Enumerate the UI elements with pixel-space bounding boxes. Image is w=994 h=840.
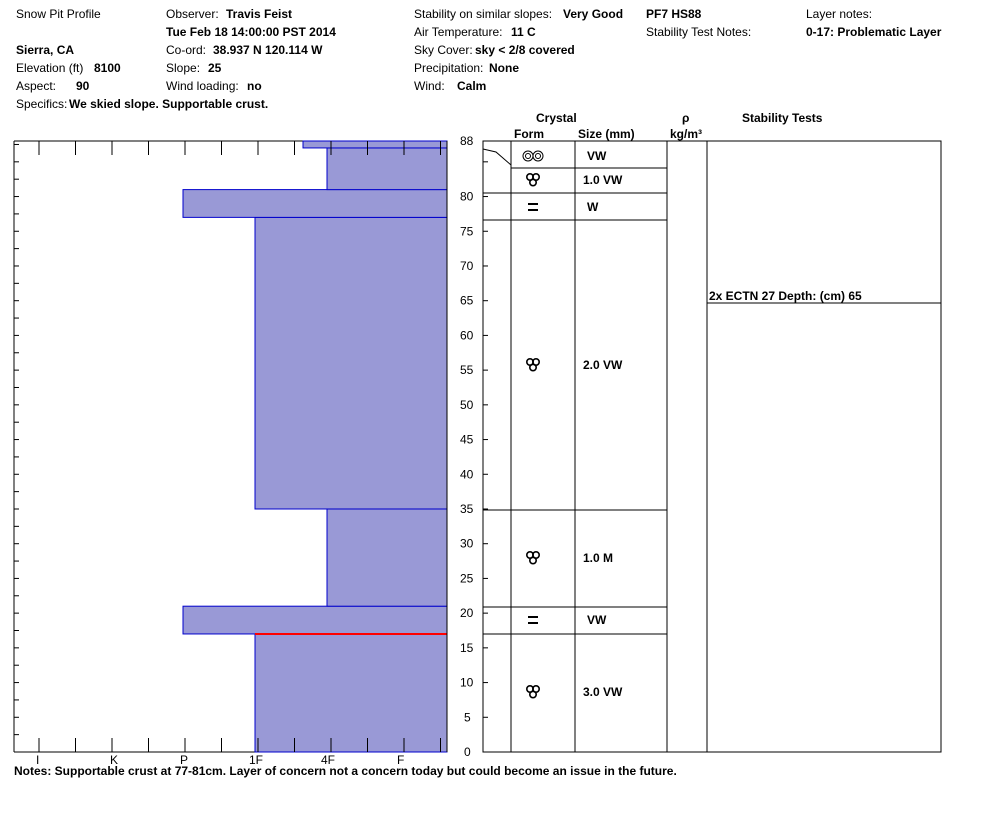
coord-value: 38.937 N 120.114 W (213, 43, 323, 57)
notes: Notes: Supportable crust at 77-81cm. Lay… (14, 764, 677, 778)
rounded-grains-icon (525, 173, 540, 187)
layer-size-label: 1.0 M (583, 551, 613, 565)
depth-tick-label: 45 (460, 433, 474, 447)
depth-tick-label: 60 (460, 328, 474, 342)
depth-tick-label: 88 (460, 134, 474, 148)
hardness-bar (254, 633, 448, 753)
slope-label: Slope: (166, 61, 201, 75)
wind-value: Calm (457, 79, 487, 93)
depth-tick-label: 25 (460, 571, 474, 585)
hardness-bar (182, 605, 448, 635)
melt-freeze-crust-icon (528, 616, 538, 624)
slope-value: 25 (208, 61, 222, 75)
wind-loading-label: Wind loading: (166, 79, 239, 93)
melt-freeze-crust-icon (528, 203, 538, 211)
hardness-label-P: P (180, 753, 188, 767)
precipitation-label: Precipitation: (414, 61, 484, 75)
depth-tick-label: 70 (460, 259, 474, 273)
hardness-bar (326, 508, 448, 607)
layer-notes-value: 0-17: Problematic Layer (806, 25, 942, 39)
rounded-grains-icon (525, 550, 540, 565)
new-snow-icon (522, 150, 544, 162)
aspect-label: Aspect: (16, 79, 57, 93)
observer-value: Travis Feist (226, 7, 293, 21)
depth-tick-label: 35 (460, 502, 474, 516)
hardness-label-1F: 1F (249, 753, 263, 767)
depth-tick-label: 20 (460, 606, 474, 620)
depth-tick-label: 30 (460, 537, 474, 551)
layer-size-label: VW (587, 149, 607, 163)
hardness-bar (254, 216, 448, 510)
hardness-label-4F: 4F (321, 753, 335, 767)
crystal-header: Crystal (536, 111, 577, 125)
depth-tick-label: 5 (464, 710, 471, 724)
stability-notes-label: Stability Test Notes: (646, 25, 752, 39)
depth-tick-label: 0 (464, 745, 471, 759)
layer-connector (482, 148, 512, 166)
hardness-label-F: F (397, 753, 404, 767)
air-temp-label: Air Temperature: (414, 25, 503, 39)
aspect-value: 90 (76, 79, 90, 93)
depth-tick-label: 10 (460, 676, 474, 690)
layer-size-label: W (587, 200, 599, 214)
hardness-bar (302, 140, 448, 149)
layer-size-label: 3.0 VW (583, 685, 623, 699)
rounded-grains-icon (525, 357, 540, 372)
layer-notes-label: Layer notes: (806, 7, 873, 21)
elevation-value: 8100 (94, 61, 121, 75)
depth-tick-label: 50 (460, 398, 474, 412)
location: Sierra, CA (16, 43, 75, 57)
elevation-label: Elevation (ft) (16, 61, 84, 75)
size-header: Size (mm) (578, 127, 635, 141)
coord-label: Co-ord: (166, 43, 207, 57)
depth-tick-label: 15 (460, 641, 474, 655)
precipitation-value: None (489, 61, 519, 75)
sky-cover-label: Sky Cover: (414, 43, 473, 57)
rounded-grains-icon (525, 684, 540, 699)
stability-label: Stability on similar slopes: (414, 7, 553, 21)
depth-tick-label: 75 (460, 224, 474, 238)
air-temp-value: 11 C (511, 25, 536, 39)
layer-size-label: 1.0 VW (583, 173, 623, 187)
layer-size-label: VW (587, 613, 607, 627)
hardness-bar (182, 189, 448, 218)
stability-value: Very Good (563, 7, 624, 21)
depth-tick-label: 55 (460, 363, 474, 377)
specifics-label: Specifics: (16, 97, 68, 111)
observer-label: Observer: (166, 7, 219, 21)
hardness-bar (326, 147, 448, 191)
stability-tests-header: Stability Tests (742, 111, 823, 125)
sky-cover-value: sky < 2/8 covered (475, 43, 575, 57)
layers-table (482, 140, 942, 753)
pit-code: PF7 HS88 (646, 7, 702, 21)
datetime: Tue Feb 18 14:00:00 PST 2014 (166, 25, 336, 39)
density-header: ρ (682, 111, 690, 125)
stability-test-label: 2x ECTN 27 Depth: (cm) 65 (709, 289, 862, 303)
hardness-label-I: I (36, 753, 39, 767)
depth-tick-label: 65 (460, 294, 474, 308)
hardness-label-K: K (110, 753, 118, 767)
depth-tick-label: 80 (460, 190, 474, 204)
page-title: Snow Pit Profile (16, 7, 101, 21)
specifics-value: We skied slope. Supportable crust. (69, 97, 269, 111)
wind-loading-value: no (247, 79, 262, 93)
depth-tick-label: 40 (460, 467, 474, 481)
density-unit-header: kg/m³ (670, 127, 703, 141)
layer-size-label: 2.0 VW (583, 358, 623, 372)
wind-label: Wind: (414, 79, 445, 93)
form-header: Form (514, 127, 544, 141)
